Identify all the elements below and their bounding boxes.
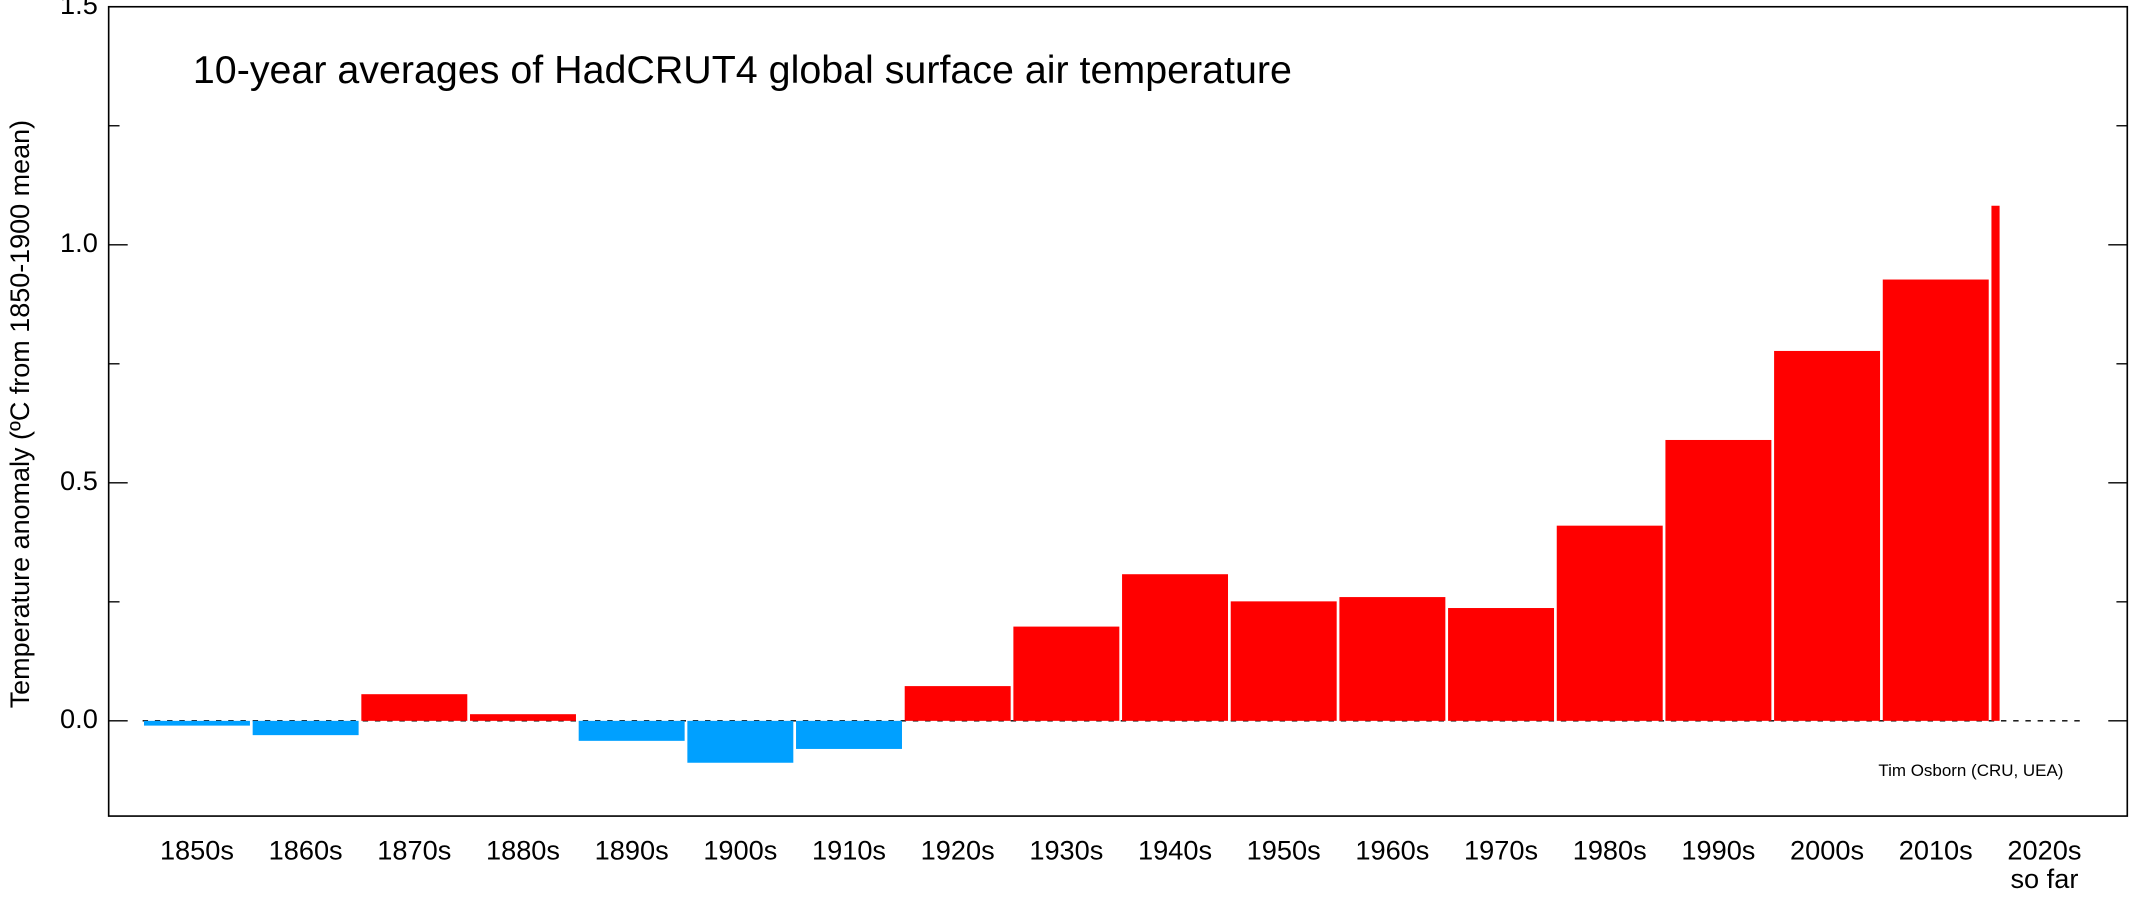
bar xyxy=(1774,350,1881,721)
bar xyxy=(1230,601,1337,721)
x-tick-label: 1920s xyxy=(921,835,995,866)
bar xyxy=(1122,574,1229,721)
bar xyxy=(687,720,794,763)
bar xyxy=(1556,525,1663,721)
x-tick-label: 1960s xyxy=(1355,835,1429,866)
bar xyxy=(1339,597,1446,721)
x-tick-label: 1850s xyxy=(160,835,234,866)
x-tick-note: so far xyxy=(2010,863,2078,894)
x-tick-label: 2000s xyxy=(1790,835,1864,866)
x-tick-label: 1930s xyxy=(1029,835,1103,866)
x-tick-label: 2020s xyxy=(2007,835,2081,866)
bar xyxy=(578,720,685,741)
x-tick-label: 1910s xyxy=(812,835,886,866)
y-axis-label: Temperature anomaly (ºC from 1850-1900 m… xyxy=(4,120,35,708)
bar xyxy=(143,720,250,726)
bar xyxy=(904,686,1011,721)
x-tick-label: 1950s xyxy=(1247,835,1321,866)
bar xyxy=(1448,608,1555,721)
credit: Tim Osborn (CRU, UEA) xyxy=(1878,761,2063,780)
bar xyxy=(252,720,359,736)
x-tick-label: 1940s xyxy=(1138,835,1212,866)
chart-title: 10-year averages of HadCRUT4 global surf… xyxy=(193,48,1292,92)
bar xyxy=(1882,279,1989,721)
bar xyxy=(361,694,468,721)
bar xyxy=(1013,626,1120,721)
x-tick-label: 1900s xyxy=(703,835,777,866)
y-tick-label: 0.0 xyxy=(60,703,98,734)
x-tick-label: 1880s xyxy=(486,835,560,866)
bar xyxy=(1991,205,2000,721)
bar xyxy=(1665,439,1772,721)
x-tick-label: 1990s xyxy=(1681,835,1755,866)
y-tick-label: 1.5 xyxy=(60,0,98,20)
x-tick-label: 2010s xyxy=(1899,835,1973,866)
x-tick-label: 1860s xyxy=(269,835,343,866)
x-tick-label: 1980s xyxy=(1573,835,1647,866)
bar xyxy=(470,714,576,721)
x-tick-label: 1970s xyxy=(1464,835,1538,866)
x-tick-label: 1890s xyxy=(595,835,669,866)
bar xyxy=(796,720,902,749)
y-tick-label: 0.5 xyxy=(60,465,98,496)
y-tick-label: 1.0 xyxy=(60,227,98,258)
x-tick-label: 1870s xyxy=(377,835,451,866)
plot-frame xyxy=(107,5,2129,817)
